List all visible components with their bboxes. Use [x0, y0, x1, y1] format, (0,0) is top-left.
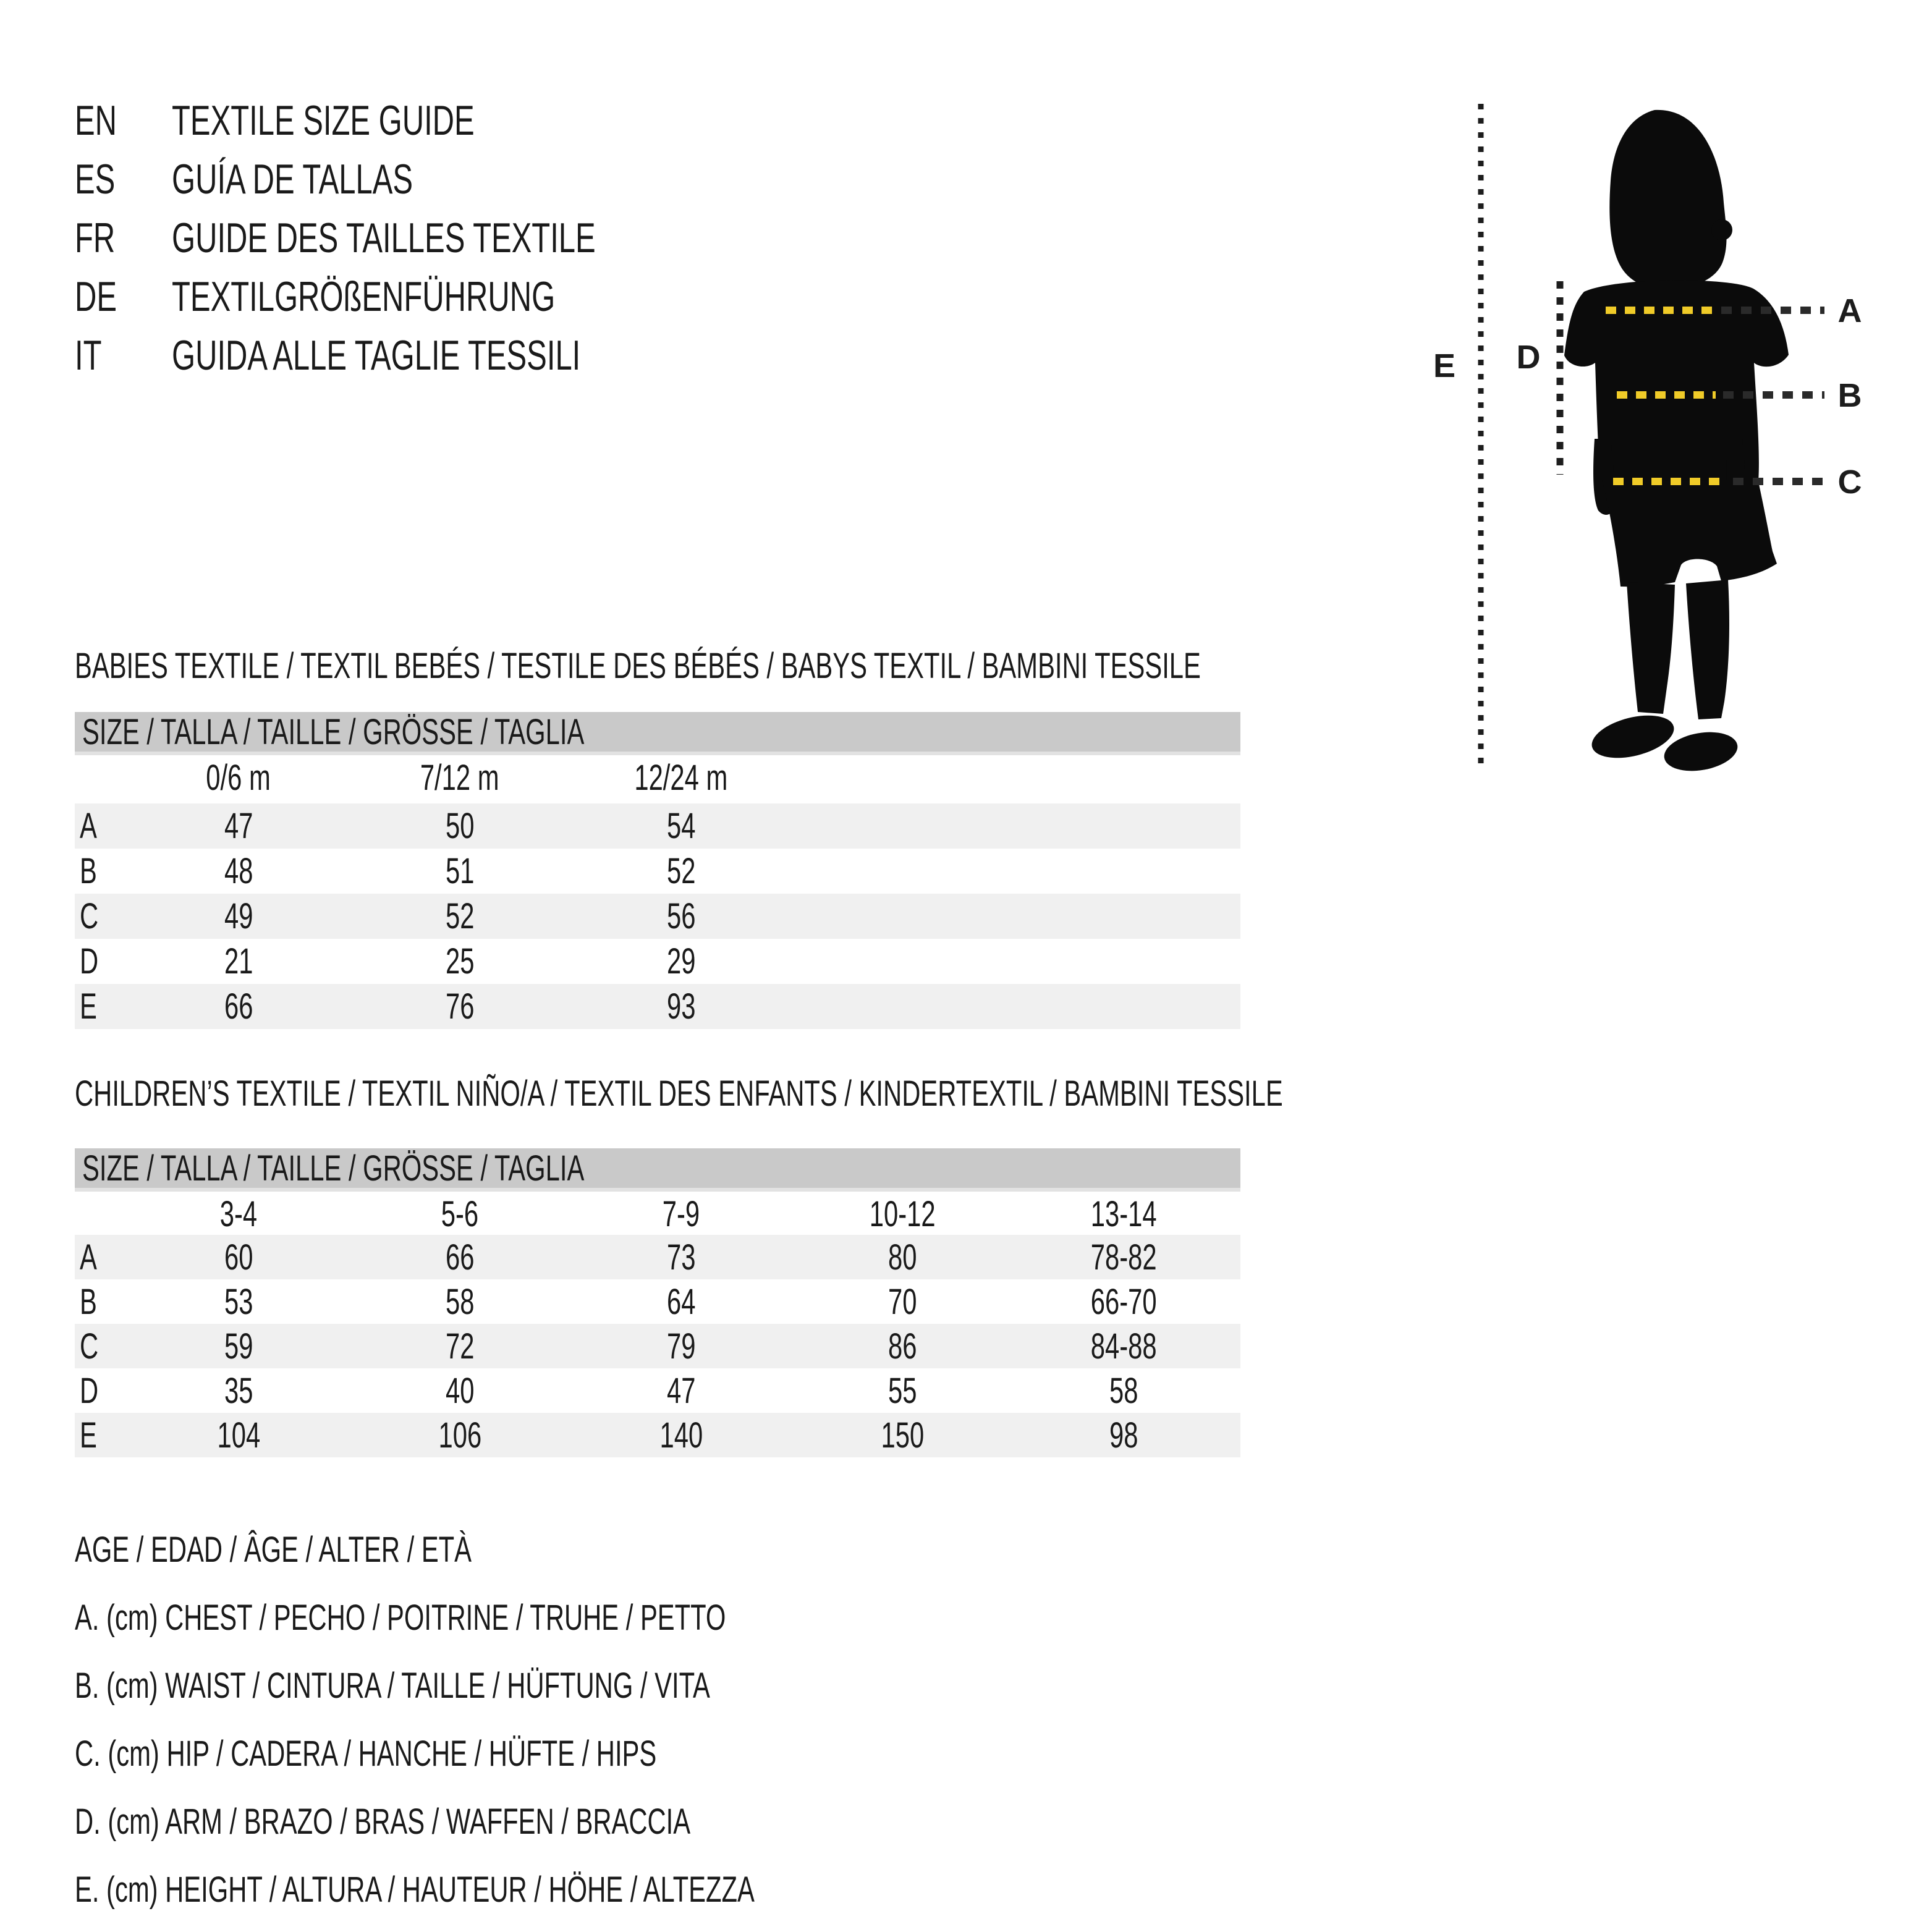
legend-hip: C. (cm) HIP / CADERA / HANCHE / HÜFTE / …	[75, 1733, 657, 1774]
lang-row-es: ES GUÍA DE TALLAS	[75, 150, 760, 209]
language-title-list: EN TEXTILE SIZE GUIDE ES GUÍA DE TALLAS …	[75, 91, 760, 385]
silhouette-left-shoe	[1591, 715, 1674, 758]
silhouette-left-leg	[1627, 582, 1675, 714]
table-row: B 48 51 52	[80, 851, 696, 891]
figure-label-e: E	[1433, 347, 1455, 384]
table-row: E 66 76 93	[75, 984, 1240, 1029]
children-section-title: CHILDREN’S TEXTILE / TEXTIL NIÑO/A / TEX…	[75, 1074, 1283, 1114]
silhouette-right-leg	[1686, 580, 1729, 719]
figure-label-d: D	[1517, 339, 1541, 376]
table-row: C 49 52 56	[75, 894, 1240, 939]
table-row: A 60 66 73 80 78-82	[75, 1235, 1240, 1279]
children-col-5-6: 5-6	[441, 1193, 479, 1234]
child-silhouette	[1564, 109, 1789, 771]
guide-title-it: GUIDA ALLE TAGLIE TESSILI	[172, 332, 581, 379]
silhouette-right-shoe	[1664, 732, 1738, 771]
silhouette-ear	[1711, 219, 1732, 240]
guide-title-es: GUÍA DE TALLAS	[172, 156, 413, 203]
lang-code-es: ES	[75, 156, 116, 203]
table-row: C 59 72 79 86 84-88	[75, 1324, 1240, 1368]
guide-title-fr: GUIDE DES TAILLES TEXTILE	[172, 214, 596, 261]
silhouette-head	[1609, 109, 1727, 290]
lang-code-it: IT	[75, 332, 102, 379]
figure-label-c: C	[1838, 464, 1862, 501]
legend-waist: B. (cm) WAIST / CINTURA / TAILLE / HÜFTU…	[75, 1665, 710, 1706]
babies-col-12-24m: 12/24 m	[634, 757, 728, 798]
lang-row-fr: FR GUIDE DES TAILLES TEXTILE	[75, 209, 760, 268]
table-row: B 53 58 64 70 66-70	[80, 1281, 1157, 1322]
legend-height: E. (cm) HEIGHT / ALTURA / HAUTEUR / HÖHE…	[75, 1869, 755, 1910]
legend-arm: D. (cm) ARM / BRAZO / BRAS / WAFFEN / BR…	[75, 1801, 691, 1842]
children-rows: A 60 66 73 80 78-82 B 53 58 64 70 66-70 …	[75, 1235, 1240, 1457]
table-row: A 47 50 54	[75, 803, 1240, 849]
silhouette-shorts	[1602, 480, 1777, 587]
table-row: D 35 40 47 55 58	[80, 1370, 1138, 1411]
children-column-headers: 3-4 5-6 7-9 10-12 13-14	[75, 1193, 1240, 1235]
legend-age: AGE / EDAD / ÂGE / ALTER / ETÀ	[75, 1529, 472, 1570]
babies-section-title: BABIES TEXTILE / TEXTIL BEBÉS / TESTILE …	[75, 646, 1201, 686]
babies-size-header-bar: SIZE / TALLA / TAILLE / GRÖSSE / TAGLIA	[75, 712, 1240, 755]
lang-row-it: IT GUIDA ALLE TAGLIE TESSILI	[75, 326, 760, 385]
guide-title-de: TEXTILGRÖßENFÜHRUNG	[172, 273, 556, 320]
babies-col-7-12m: 7/12 m	[420, 757, 499, 798]
children-size-header-bar: SIZE / TALLA / TAILLE / GRÖSSE / TAGLIA	[75, 1148, 1240, 1192]
lang-code-en: EN	[75, 97, 117, 144]
children-col-13-14: 13-14	[1090, 1193, 1157, 1234]
measurement-figure: A B C D E	[1409, 93, 1932, 785]
guide-title-en: TEXTILE SIZE GUIDE	[172, 97, 475, 144]
lang-code-fr: FR	[75, 214, 116, 261]
babies-col-0-6m: 0/6 m	[206, 757, 271, 798]
table-row: E 104 106 140 150 98	[75, 1413, 1240, 1457]
children-col-10-12: 10-12	[869, 1193, 936, 1234]
measurement-legend: AGE / EDAD / ÂGE / ALTER / ETÀ A. (cm) C…	[75, 1515, 1019, 1923]
legend-chest: A. (cm) CHEST / PECHO / POITRINE / TRUHE…	[75, 1597, 726, 1638]
children-col-3-4: 3-4	[219, 1193, 258, 1234]
silhouette-tshirt	[1564, 280, 1789, 487]
children-textile-section: CHILDREN’S TEXTILE / TEXTIL NIÑO/A / TEX…	[75, 1075, 1283, 1471]
table-row: D 21 25 29	[80, 941, 696, 981]
babies-textile-section: BABIES TEXTILE / TEXTIL BEBÉS / TESTILE …	[75, 648, 1240, 1043]
figure-label-b: B	[1838, 377, 1862, 414]
child-silhouette-diagram: A B C D E	[1433, 104, 1862, 771]
babies-rows: A 47 50 54 B 48 51 52 C 49 52 56 D 21 25	[75, 803, 1240, 1029]
lang-row-en: EN TEXTILE SIZE GUIDE	[75, 91, 760, 150]
babies-column-headers: 0/6 m 7/12 m 12/24 m	[75, 756, 1240, 799]
children-col-7-9: 7-9	[662, 1193, 700, 1234]
figure-label-a: A	[1838, 292, 1862, 329]
lang-code-de: DE	[75, 273, 117, 320]
lang-row-de: DE TEXTILGRÖßENFÜHRUNG	[75, 268, 760, 326]
